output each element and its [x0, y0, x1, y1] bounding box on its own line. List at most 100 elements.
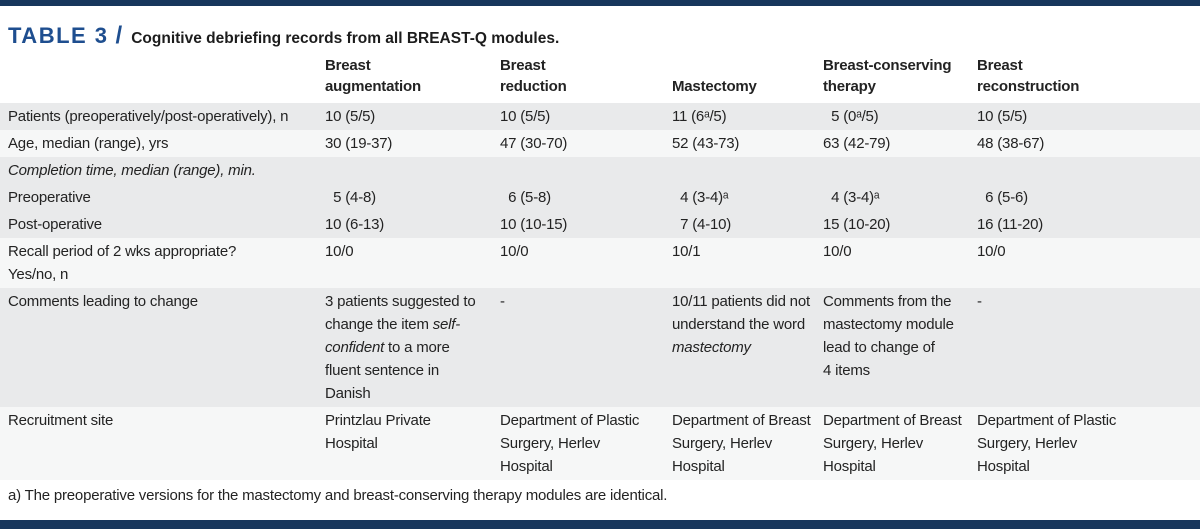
row-label-cell: Comments leading to change: [0, 288, 325, 407]
data-cell-text: 6 (5-8): [500, 189, 551, 206]
data-cell: 4 (3-4)ᵃ: [672, 184, 823, 211]
table-row: Patients (preoperatively/post-operativel…: [0, 103, 1200, 130]
data-cell: 10/11 patients did not understand the wo…: [672, 288, 823, 407]
table-header: Breast augmentation Breast reduction Maste…: [0, 55, 1200, 103]
row-label: Patients (preoperatively/post-operativel…: [8, 108, 289, 125]
data-cell-text: 16 (11-20): [977, 216, 1044, 233]
data-cell: 3 patients suggested to change the item …: [325, 288, 500, 407]
data-cell-text: Department of Plastic Surgery, Herlev Ho…: [500, 412, 640, 475]
column-header-text: Breast-conserving therapy: [823, 57, 952, 95]
footnote: a) The preoperative versions for the mas…: [8, 487, 668, 504]
data-cell: 10/0: [823, 238, 977, 288]
data-cell-text: 15 (10-20): [823, 216, 891, 233]
data-cell-text: 4 (3-4)ᵃ: [672, 189, 729, 206]
data-cell-text: 30 (19-37): [325, 135, 393, 152]
data-cell: 6 (5-6): [977, 184, 1200, 211]
data-cell: 52 (43-73): [672, 130, 823, 157]
data-cell: 10/0: [500, 238, 672, 288]
data-cell: 10/0: [977, 238, 1200, 288]
table-row: Completion time, median (range), min.: [0, 157, 1200, 184]
data-cell-text: 5 (0ᵃ/5): [823, 108, 879, 125]
data-cell: Comments from the mastectomy module lead…: [823, 288, 977, 407]
data-cell: 5 (4-8): [325, 184, 500, 211]
data-cell: 47 (30-70): [500, 130, 672, 157]
column-header-text: Breast reduction: [500, 57, 567, 95]
data-cell: Department of Breast Surgery, Herlev Hos…: [823, 407, 977, 480]
data-cell: -: [500, 288, 672, 407]
data-cell: 10/1: [672, 238, 823, 288]
table-title: Cognitive debriefing records from all BR…: [131, 30, 560, 47]
table-row: Recall period of 2 wks appropriate? Yes/…: [0, 238, 1200, 288]
table-row: Recruitment site Printzlau Private Hospit…: [0, 407, 1200, 480]
data-cell-text: 7 (4-10): [672, 216, 732, 233]
row-label-cell: Recruitment site: [0, 407, 325, 480]
row-label: Recruitment site: [8, 412, 114, 429]
data-cell: -: [977, 288, 1200, 407]
column-header-text: Mastectomy: [672, 78, 757, 95]
data-cell: 10 (5/5): [325, 103, 500, 130]
top-accent-bar: [0, 0, 1200, 6]
data-cell-text: -: [500, 293, 505, 310]
data-cell: 30 (19-37): [325, 130, 500, 157]
data-cell: [977, 157, 1200, 184]
row-label-cell: Recall period of 2 wks appropriate? Yes/…: [0, 238, 325, 288]
data-cell-text: 47 (30-70): [500, 135, 568, 152]
row-label: Age, median (range), yrs: [8, 135, 169, 152]
data-cell-text: 10/0: [823, 243, 852, 260]
data-cell: 10/0: [325, 238, 500, 288]
data-cell-text: Department of Breast Surgery, Herlev Hos…: [672, 412, 811, 475]
table-row: Age, median (range), yrs 30 (19-37) 47 (30…: [0, 130, 1200, 157]
row-label-cell: Age, median (range), yrs: [0, 130, 325, 157]
italic-text-segment: mastectomy: [672, 339, 751, 356]
data-cell: 6 (5-8): [500, 184, 672, 211]
data-cell: 16 (11-20): [977, 211, 1200, 238]
column-header: Breast augmentation: [325, 55, 500, 103]
data-cell-text: 10 (5/5): [325, 108, 376, 125]
data-cell-text: 10 (10-15): [500, 216, 568, 233]
data-cell-text: 10/11 patients did not understand the wo…: [672, 290, 820, 359]
data-cell: [823, 157, 977, 184]
table-caption: TABLE 3 / Cognitive debriefing records f…: [0, 6, 1200, 55]
data-cell-text: 11 (6ᵃ/5): [672, 108, 727, 125]
table-row: Post-operative 10 (6-13) 10 (10-15) 7 (4-1…: [0, 211, 1200, 238]
column-header: Breast reconstruction: [977, 55, 1200, 103]
data-cell-text: 4 (3-4)ᵃ: [823, 189, 880, 206]
data-cell-text: 10/0: [500, 243, 529, 260]
data-cell: 15 (10-20): [823, 211, 977, 238]
italic-text-segment: self-confident: [325, 316, 461, 356]
data-cell-text: Department of Breast Surgery, Herlev Hos…: [823, 412, 962, 475]
data-cell: Department of Breast Surgery, Herlev Hos…: [672, 407, 823, 480]
table-body: Patients (preoperatively/post-operativel…: [0, 103, 1200, 480]
row-label: Preoperative: [8, 189, 91, 206]
data-cell: 7 (4-10): [672, 211, 823, 238]
data-cell-text: 10 (5/5): [977, 108, 1028, 125]
data-cell: 48 (38-67): [977, 130, 1200, 157]
row-label-cell: Patients (preoperatively/post-operativel…: [0, 103, 325, 130]
data-cell-text: 10 (5/5): [500, 108, 551, 125]
data-cell: Department of Plastic Surgery, Herlev Ho…: [977, 407, 1200, 480]
table-number-label: TABLE 3: [8, 23, 109, 48]
data-cell: [500, 157, 672, 184]
data-cell-text: 6 (5-6): [977, 189, 1028, 206]
table-row: Preoperative 5 (4-8) 6 (5-8) 4 (3-4)ᵃ 4 …: [0, 184, 1200, 211]
row-label-cell: Completion time, median (range), min.: [0, 157, 325, 184]
data-cell-text: 5 (4-8): [325, 189, 376, 206]
data-cell: Printzlau Private Hospital: [325, 407, 500, 480]
column-header-text: Breast augmentation: [325, 57, 421, 95]
data-cell: 10 (5/5): [977, 103, 1200, 130]
data-cell-text: -: [977, 293, 982, 310]
data-cell: 63 (42-79): [823, 130, 977, 157]
column-header: Breast reduction: [500, 55, 672, 103]
text-segment: 3 patients suggested to change the item: [325, 293, 476, 333]
row-label-cell: Post-operative: [0, 211, 325, 238]
data-cell-text: Department of Plastic Surgery, Herlev Ho…: [977, 412, 1117, 475]
data-cell-text: Comments from the mastectomy module lead…: [823, 293, 954, 379]
caption-slash-divider: /: [115, 22, 123, 49]
text-segment: 10/11 patients did not understand the wo…: [672, 293, 810, 333]
data-table: Breast augmentation Breast reduction Maste…: [0, 55, 1200, 480]
data-cell: Department of Plastic Surgery, Herlev Ho…: [500, 407, 672, 480]
column-header: [0, 55, 325, 103]
data-cell: 10 (5/5): [500, 103, 672, 130]
data-cell-text: 10 (6-13): [325, 216, 385, 233]
